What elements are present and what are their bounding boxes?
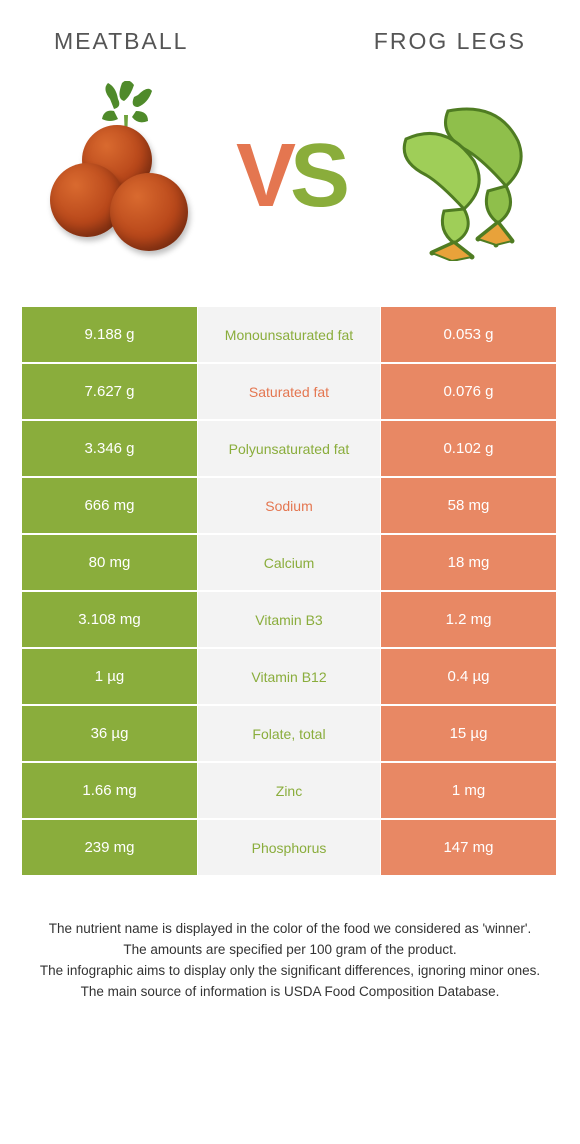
- vs-s: S: [290, 126, 344, 226]
- nutrient-label: Calcium: [198, 535, 380, 590]
- nutrient-label: Polyunsaturated fat: [198, 421, 380, 476]
- left-value: 9.188 g: [22, 307, 197, 362]
- left-value: 1.66 mg: [22, 763, 197, 818]
- nutrient-label: Phosphorus: [198, 820, 380, 875]
- nutrient-label: Vitamin B3: [198, 592, 380, 647]
- left-value: 3.108 mg: [22, 592, 197, 647]
- footer-line: The nutrient name is displayed in the co…: [28, 919, 552, 940]
- food-titles-row: Meatball Frog legs: [22, 28, 558, 55]
- right-value: 0.053 g: [381, 307, 556, 362]
- table-row: 36 µgFolate, total15 µg: [22, 706, 558, 761]
- table-row: 1 µgVitamin B120.4 µg: [22, 649, 558, 704]
- table-row: 3.108 mgVitamin B31.2 mg: [22, 592, 558, 647]
- right-value: 18 mg: [381, 535, 556, 590]
- frog-legs-illustration: [368, 81, 558, 271]
- nutrient-label: Vitamin B12: [198, 649, 380, 704]
- nutrient-label: Folate, total: [198, 706, 380, 761]
- left-value: 239 mg: [22, 820, 197, 875]
- infographic-container: Meatball Frog legs: [0, 0, 580, 1144]
- table-row: 9.188 gMonounsaturated fat0.053 g: [22, 307, 558, 362]
- table-row: 7.627 gSaturated fat0.076 g: [22, 364, 558, 419]
- nutrient-label: Sodium: [198, 478, 380, 533]
- right-value: 0.102 g: [381, 421, 556, 476]
- left-value: 3.346 g: [22, 421, 197, 476]
- footer-line: The amounts are specified per 100 gram o…: [28, 940, 552, 961]
- hero-row: VS: [22, 81, 558, 271]
- left-value: 80 mg: [22, 535, 197, 590]
- table-row: 3.346 gPolyunsaturated fat0.102 g: [22, 421, 558, 476]
- vs-v: V: [236, 126, 290, 226]
- footer-notes: The nutrient name is displayed in the co…: [22, 919, 558, 1003]
- table-row: 80 mgCalcium18 mg: [22, 535, 558, 590]
- right-value: 1 mg: [381, 763, 556, 818]
- table-row: 666 mgSodium58 mg: [22, 478, 558, 533]
- food-right-title: Frog legs: [374, 28, 526, 55]
- meatball-illustration: [22, 81, 212, 271]
- table-row: 1.66 mgZinc1 mg: [22, 763, 558, 818]
- left-value: 666 mg: [22, 478, 197, 533]
- footer-line: The main source of information is USDA F…: [28, 982, 552, 1003]
- right-value: 15 µg: [381, 706, 556, 761]
- right-value: 147 mg: [381, 820, 556, 875]
- right-value: 0.4 µg: [381, 649, 556, 704]
- footer-line: The infographic aims to display only the…: [28, 961, 552, 982]
- vs-label: VS: [220, 125, 360, 228]
- right-value: 0.076 g: [381, 364, 556, 419]
- nutrient-label: Monounsaturated fat: [198, 307, 380, 362]
- food-left-title: Meatball: [54, 28, 188, 55]
- left-value: 36 µg: [22, 706, 197, 761]
- left-value: 1 µg: [22, 649, 197, 704]
- nutrient-label: Zinc: [198, 763, 380, 818]
- right-value: 1.2 mg: [381, 592, 556, 647]
- nutrient-table: 9.188 gMonounsaturated fat0.053 g7.627 g…: [22, 307, 558, 875]
- left-value: 7.627 g: [22, 364, 197, 419]
- nutrient-label: Saturated fat: [198, 364, 380, 419]
- table-row: 239 mgPhosphorus147 mg: [22, 820, 558, 875]
- right-value: 58 mg: [381, 478, 556, 533]
